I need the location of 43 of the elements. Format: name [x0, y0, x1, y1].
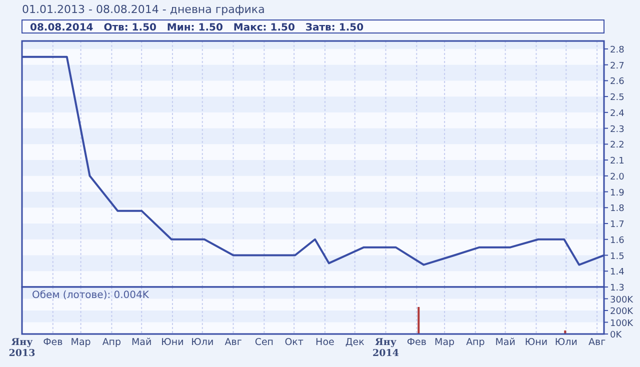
y-tick-label: 2.2 — [610, 140, 624, 151]
y-tick-label: 100K — [610, 318, 634, 329]
x-tick-label: Юли — [191, 337, 214, 348]
chart-subtitle: 08.08.2014 Отв: 1.50 Мин: 1.50 Макс: 1.50 Затв: 1.50 — [30, 22, 364, 34]
y-tick-label: 1.8 — [610, 204, 625, 214]
y-tick-label: 2.6 — [610, 77, 625, 88]
x-tick-label: Май — [131, 337, 152, 348]
y-tick-label: 0K — [610, 330, 623, 340]
y-tick-label: 2.1 — [610, 156, 624, 167]
y-tick-label: 2.5 — [610, 93, 624, 104]
y-tick-label: 200K — [610, 307, 634, 317]
x-tick-label: Апр — [102, 337, 122, 348]
y-tick-label: 2.0 — [610, 172, 625, 182]
x-tick-label: Мар — [70, 337, 91, 348]
x-tick-label: Апр — [466, 337, 485, 348]
x-tick-label: Яну 2013 — [8, 337, 36, 359]
y-tick-label: 1.6 — [610, 236, 625, 246]
x-tick-label: Дек — [345, 337, 365, 348]
x-tick-label: Авг — [224, 337, 242, 348]
x-tick-label: Фев — [406, 337, 427, 348]
x-tick-label: Окт — [284, 337, 304, 348]
x-tick-label: Май — [495, 337, 516, 348]
chart-title: 01.01.2013 - 08.08.2014 - дневна графика — [22, 3, 265, 16]
y-tick-label: 1.3 — [610, 284, 624, 294]
x-tick-label: Ное — [316, 337, 335, 348]
y-tick-label: 1.9 — [610, 188, 625, 198]
x-tick-label: Юни — [524, 337, 548, 348]
y-tick-label: 1.5 — [610, 252, 624, 262]
x-tick-label: Юли — [554, 337, 578, 348]
y-tick-label: 2.8 — [610, 45, 625, 56]
chart-title: Обем (лотове): 0.004K — [32, 290, 150, 301]
y-tick-label: 1.7 — [610, 220, 624, 230]
x-tick-label: Фев — [43, 337, 64, 348]
x-tick-label: Мар — [434, 337, 455, 348]
x-tick-label: Юни — [161, 337, 184, 348]
y-tick-label: 300K — [610, 295, 634, 306]
y-tick-label: 2.4 — [610, 108, 625, 119]
x-tick-label: Сеп — [254, 337, 274, 348]
y-tick-label: 2.7 — [610, 61, 624, 72]
x-tick-label: Яну 2014 — [372, 337, 400, 359]
y-tick-label: 2.3 — [610, 124, 624, 135]
y-tick-label: 1.4 — [610, 268, 625, 278]
x-tick-label: Авг — [588, 337, 606, 348]
